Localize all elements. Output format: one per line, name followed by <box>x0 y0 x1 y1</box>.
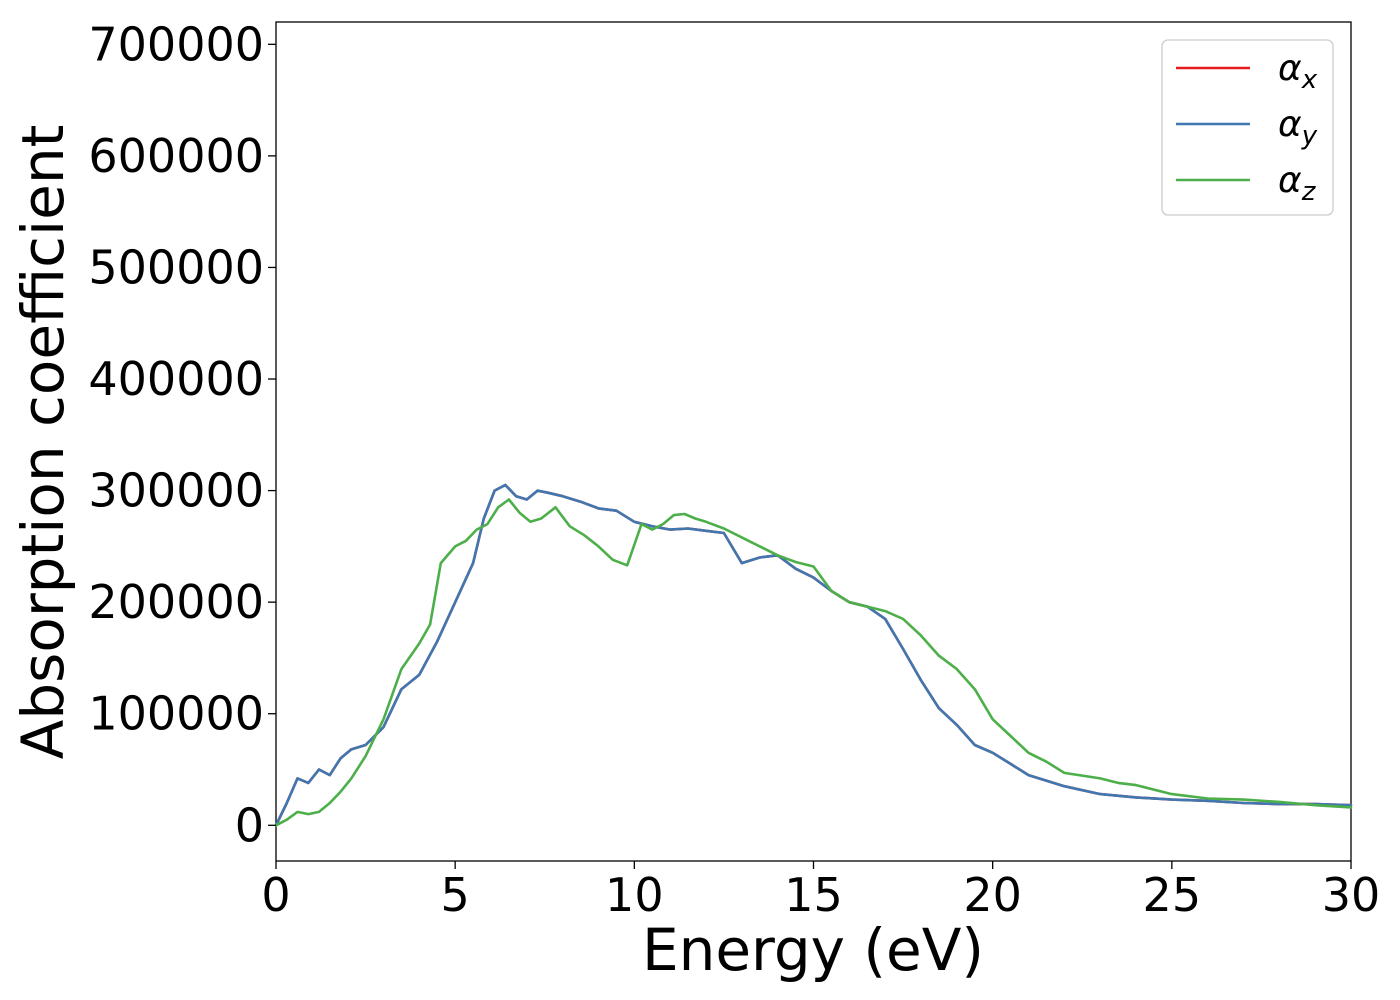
legend-label-x: αx <box>1278 48 1318 95</box>
x-axis-label: Energy (eV) <box>642 916 984 984</box>
x-axis-ticks: 0 5 10 15 20 25 30 <box>261 861 1380 922</box>
y-tick-label: 200000 <box>88 575 264 629</box>
x-tick-label: 20 <box>963 868 1022 922</box>
x-tick-label: 25 <box>1143 868 1202 922</box>
y-axis-ticks: 0 100000 200000 300000 400000 500000 600000 700… <box>88 17 276 852</box>
y-tick-label: 0 <box>235 798 264 852</box>
legend-label-y: αy <box>1278 104 1318 151</box>
y-axis-label: Absorption coefficient <box>9 125 77 760</box>
series-line-z <box>274 498 1353 827</box>
legend: αx αy αz <box>1161 39 1334 216</box>
series-lines <box>274 483 1353 827</box>
y-tick-label: 500000 <box>88 240 264 294</box>
y-tick-label: 300000 <box>88 464 264 518</box>
x-tick-label: 15 <box>784 868 843 922</box>
y-tick-label: 400000 <box>88 352 264 406</box>
x-tick-label: 0 <box>261 868 290 922</box>
series-line-y <box>274 483 1353 827</box>
legend-box <box>1161 39 1334 216</box>
x-tick-label: 10 <box>605 868 664 922</box>
legend-label-z: αz <box>1278 160 1317 207</box>
y-tick-label: 700000 <box>88 17 264 71</box>
y-tick-label: 100000 <box>88 687 264 741</box>
x-tick-label: 5 <box>441 868 470 922</box>
y-tick-label: 600000 <box>88 129 264 183</box>
x-tick-label: 30 <box>1322 868 1381 922</box>
